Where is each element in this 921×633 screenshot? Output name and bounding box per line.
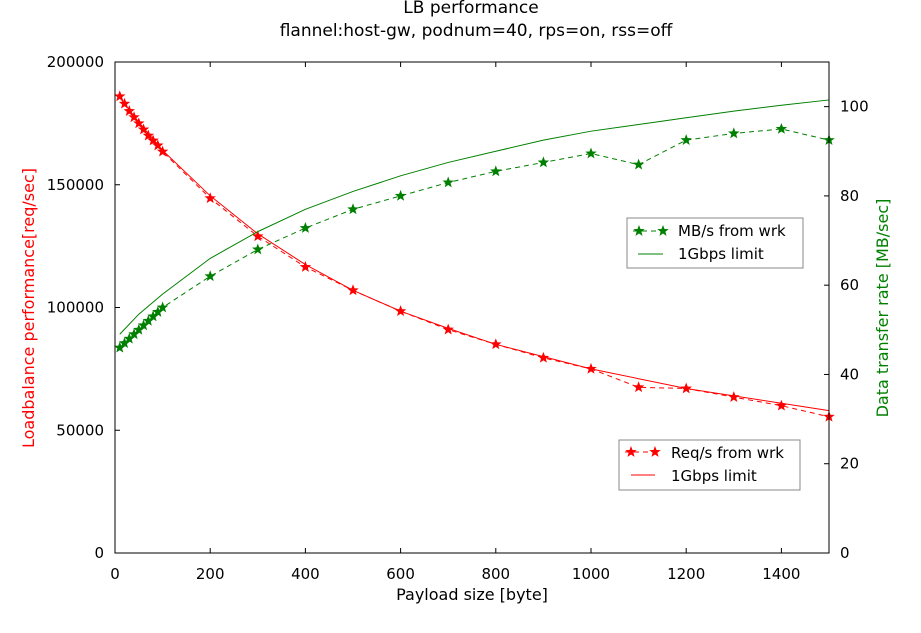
data-point (252, 243, 264, 255)
legend-label-mbs: MB/s from wrk (678, 222, 786, 240)
data-point (137, 319, 150, 331)
data-point (142, 314, 155, 326)
legend-box (626, 217, 804, 269)
series-line-2 (119, 128, 830, 349)
data-point (156, 301, 169, 313)
data-point (728, 391, 740, 402)
data-point (728, 127, 740, 139)
y-left-tick-label: 50000 (56, 421, 104, 439)
data-point (142, 129, 155, 141)
y-axis-left: 0 50000 100000 150000 200000 (47, 53, 120, 562)
series-line-1 (119, 97, 830, 412)
legend-right-axis: MB/s from wrk 1Gbps limit (626, 217, 804, 269)
data-point (347, 284, 359, 296)
y-right-tick-label: 0 (840, 544, 850, 562)
data-point (347, 203, 359, 215)
data-point (775, 122, 788, 134)
legend-star (649, 446, 661, 457)
y-axis-right-label: Data transfer rate [MB/sec] (873, 199, 892, 418)
y-right-tick-label: 100 (840, 98, 869, 116)
data-point (152, 305, 164, 317)
data-point (147, 310, 159, 322)
legend-star (657, 225, 669, 236)
data-point (775, 399, 788, 411)
data-point (147, 134, 159, 146)
y-right-tick-label: 40 (840, 365, 859, 383)
legend-box (618, 439, 801, 491)
legend-star (633, 225, 645, 236)
y-axis-left-label: Loadbalance performance[req/sec] (19, 168, 38, 448)
data-point (537, 351, 550, 363)
y-right-tick-label: 80 (840, 187, 859, 205)
x-axis: 0 200 400 600 800 1000 1200 1400 (110, 62, 800, 583)
data-point (394, 189, 407, 201)
y-right-tick-label: 20 (840, 455, 859, 473)
legend-label-reqs: Req/s from wrk (671, 444, 784, 462)
data-point (128, 328, 140, 340)
data-point (537, 156, 550, 168)
series-line-3 (119, 99, 830, 335)
data-point (204, 192, 216, 204)
data-point (118, 337, 131, 349)
x-tick-label: 600 (386, 565, 415, 583)
data-point (632, 381, 645, 393)
x-tick-label: 1200 (667, 565, 705, 583)
data-point (204, 270, 216, 282)
y-left-tick-label: 0 (94, 544, 104, 562)
x-axis-label: Payload size [byte] (396, 585, 548, 604)
x-tick-label: 400 (291, 565, 320, 583)
data-point (299, 260, 312, 272)
x-tick-label: 1000 (572, 565, 610, 583)
data-point (585, 147, 597, 159)
data-point (490, 338, 502, 350)
data-point (133, 323, 145, 335)
legend-label-limit-green: 1Gbps limit (678, 245, 764, 263)
x-tick-label: 0 (110, 565, 120, 583)
data-point (632, 158, 645, 170)
legend-left-axis: Req/s from wrk 1Gbps limit (618, 439, 801, 491)
chart-subtitle: flannel:host-gw, podnum=40, rps=on, rss=… (280, 21, 674, 41)
data-point (442, 323, 454, 335)
data-point (680, 134, 692, 145)
legend-label-limit-red: 1Gbps limit (671, 467, 757, 485)
y-left-tick-label: 200000 (47, 53, 104, 71)
plot-area (114, 90, 835, 422)
data-point (490, 165, 502, 177)
data-point (114, 90, 126, 102)
y-left-tick-label: 100000 (47, 299, 104, 317)
x-tick-label: 1400 (762, 565, 800, 583)
y-axis-right: 0 20 40 60 80 100 (824, 98, 869, 562)
data-point (442, 176, 454, 188)
chart-title: LB performance (403, 0, 538, 18)
data-point (123, 332, 135, 344)
y-left-tick-label: 150000 (47, 176, 104, 194)
y-right-tick-label: 60 (840, 276, 859, 294)
data-point (585, 362, 597, 374)
data-point (137, 123, 150, 135)
data-point (680, 382, 692, 394)
legend-star (625, 446, 637, 457)
data-point (114, 341, 126, 353)
x-tick-label: 800 (481, 565, 510, 583)
data-point (394, 305, 407, 317)
data-point (299, 222, 312, 233)
data-point (252, 230, 264, 242)
x-tick-label: 200 (196, 565, 225, 583)
